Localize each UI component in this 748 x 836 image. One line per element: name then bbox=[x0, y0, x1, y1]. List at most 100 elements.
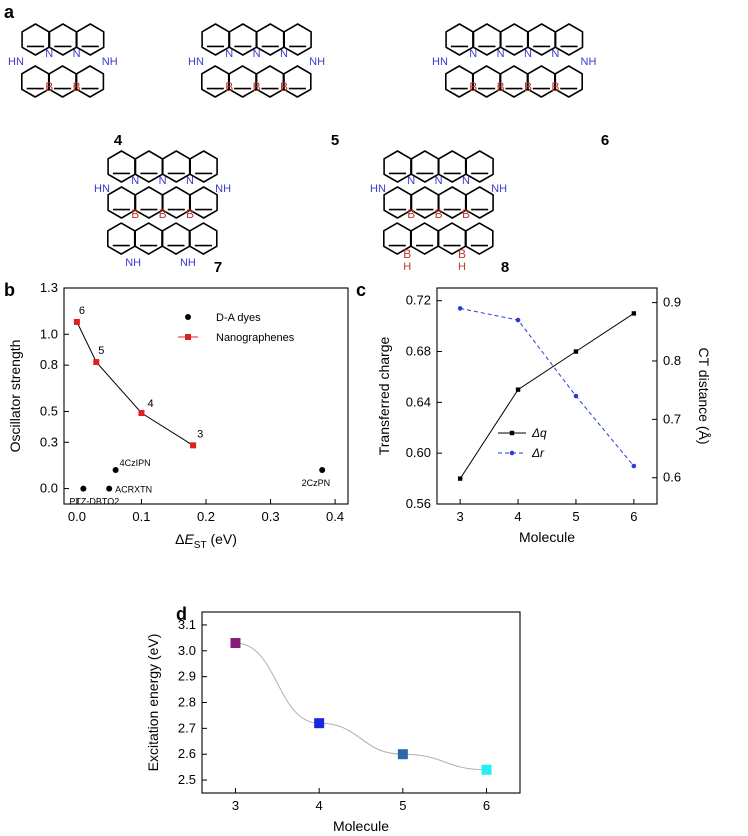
y-tick-label: 2.7 bbox=[178, 720, 196, 735]
data-point bbox=[73, 318, 80, 325]
boron-label: B bbox=[253, 80, 261, 94]
molecule-6: HN NH N B N B N B N B 6 bbox=[432, 23, 609, 149]
molecule-4: HN NH N B N B 4 bbox=[8, 23, 123, 149]
amine-label: NH bbox=[102, 56, 118, 68]
benzene-ring bbox=[189, 222, 218, 255]
y-tick-label: 0.60 bbox=[406, 445, 431, 460]
nitrogen-label: N bbox=[469, 48, 477, 60]
molecule-7: HN NH N B N B N B NH NH 7 bbox=[94, 150, 231, 276]
benzene-ring bbox=[465, 186, 494, 219]
x-tick-label: 0.4 bbox=[326, 509, 344, 524]
series-line bbox=[460, 307, 635, 467]
data-point bbox=[481, 764, 492, 775]
data-point bbox=[230, 638, 241, 649]
y-tick-label: 2.6 bbox=[178, 746, 196, 761]
data-point bbox=[573, 393, 579, 399]
nitrogen-label: N bbox=[253, 48, 261, 60]
boron-label: B bbox=[462, 207, 470, 221]
data-point bbox=[457, 306, 463, 311]
benzene-ring bbox=[465, 222, 494, 255]
amine-label: NH bbox=[125, 257, 141, 269]
y-tick-label: 0.7 bbox=[663, 411, 681, 426]
boron-label: B bbox=[73, 80, 81, 94]
y-tick-label: 0.8 bbox=[663, 353, 681, 368]
right-axis-label: CT distance (Å) bbox=[696, 348, 712, 445]
data-point bbox=[106, 485, 113, 492]
benzene-ring bbox=[283, 65, 312, 98]
boron-label: B bbox=[497, 80, 505, 94]
legend-marker bbox=[185, 314, 191, 320]
data-point bbox=[319, 467, 326, 474]
boron-label: B bbox=[469, 80, 477, 94]
benzene-ring bbox=[75, 65, 105, 98]
y-tick-label: 0.5 bbox=[40, 403, 58, 418]
point-label: 6 bbox=[79, 305, 85, 317]
y-tick-label: 0.56 bbox=[406, 496, 431, 511]
y-tick-label: 0.8 bbox=[40, 357, 58, 372]
data-point bbox=[93, 359, 100, 366]
plot-frame bbox=[201, 611, 521, 794]
legend-label: Δr bbox=[531, 446, 545, 460]
x-tick-label: 6 bbox=[483, 798, 490, 813]
nitrogen-label: N bbox=[462, 175, 470, 187]
data-point bbox=[457, 476, 463, 481]
boron-label: B bbox=[458, 247, 466, 261]
y-tick-label: 1.3 bbox=[40, 280, 58, 295]
x-tick-label: 4 bbox=[514, 509, 521, 524]
boron-label: B bbox=[280, 80, 288, 94]
data-point bbox=[631, 311, 637, 316]
data-point bbox=[573, 349, 579, 354]
boron-label: B bbox=[524, 80, 532, 94]
y-tick-label: 3.1 bbox=[178, 617, 196, 632]
amine-label: HN bbox=[8, 56, 24, 68]
point-label: 2CzPN bbox=[302, 478, 331, 488]
boron-label: B bbox=[435, 207, 443, 221]
excitation-energy-chart: d 2.5 2.6 2.7 2.8 2.9 3.0 3.1 3 4 5 6 Molecule Excit… bbox=[145, 604, 521, 834]
amine-label: NH bbox=[180, 257, 196, 269]
benzene-ring bbox=[283, 23, 312, 56]
point-label: ACRXTN bbox=[115, 485, 152, 495]
amine-label: HN bbox=[432, 56, 448, 68]
nitrogen-label: N bbox=[186, 175, 194, 187]
amine-label: HN bbox=[188, 56, 204, 68]
data-point bbox=[314, 718, 325, 729]
boron-label: B bbox=[407, 207, 415, 221]
molecule-number-label: 8 bbox=[501, 259, 509, 276]
benzene-ring bbox=[554, 23, 584, 56]
series-line bbox=[459, 312, 635, 479]
nitrogen-label: N bbox=[159, 175, 167, 187]
boron-label: B bbox=[131, 207, 139, 221]
amine-label: NH bbox=[491, 183, 507, 195]
amine-label: HN bbox=[370, 183, 386, 195]
plot-frame bbox=[63, 287, 349, 505]
x-tick-label: 3 bbox=[457, 509, 464, 524]
y-tick-label: 0.72 bbox=[406, 293, 431, 308]
series-line bbox=[76, 321, 194, 446]
y-tick-label: 0.9 bbox=[663, 295, 681, 310]
boron-hydrogen-label: H bbox=[403, 261, 411, 273]
nitrogen-label: N bbox=[131, 175, 139, 187]
molecule-number-label: 5 bbox=[331, 132, 339, 149]
plot-frame bbox=[436, 287, 658, 505]
y-tick-label: 2.5 bbox=[178, 772, 196, 787]
data-point bbox=[397, 749, 408, 760]
data-point bbox=[515, 317, 521, 323]
boron-label: B bbox=[551, 80, 559, 94]
amine-label: NH bbox=[581, 56, 597, 68]
y-tick-label: 1.0 bbox=[40, 326, 58, 341]
data-point bbox=[138, 409, 145, 416]
benzene-ring bbox=[107, 222, 136, 255]
legend-label: Δq bbox=[531, 426, 547, 440]
panel-label-c: c bbox=[356, 280, 366, 300]
benzene-ring bbox=[189, 150, 218, 183]
benzene-ring bbox=[161, 222, 191, 255]
series-line bbox=[235, 642, 487, 771]
x-tick-label: 6 bbox=[630, 509, 637, 524]
panel-label-b: b bbox=[4, 280, 15, 300]
amine-label: NH bbox=[309, 56, 325, 68]
boron-label: B bbox=[225, 80, 233, 94]
oscillator-strength-chart: b 0.0 0.3 0.5 0.8 1.0 1.3 0.0 0.1 0.2 0.3 0.4 ΔEST … bbox=[4, 280, 349, 551]
point-label: 3 bbox=[197, 428, 203, 440]
x-tick-label: 3 bbox=[232, 798, 239, 813]
